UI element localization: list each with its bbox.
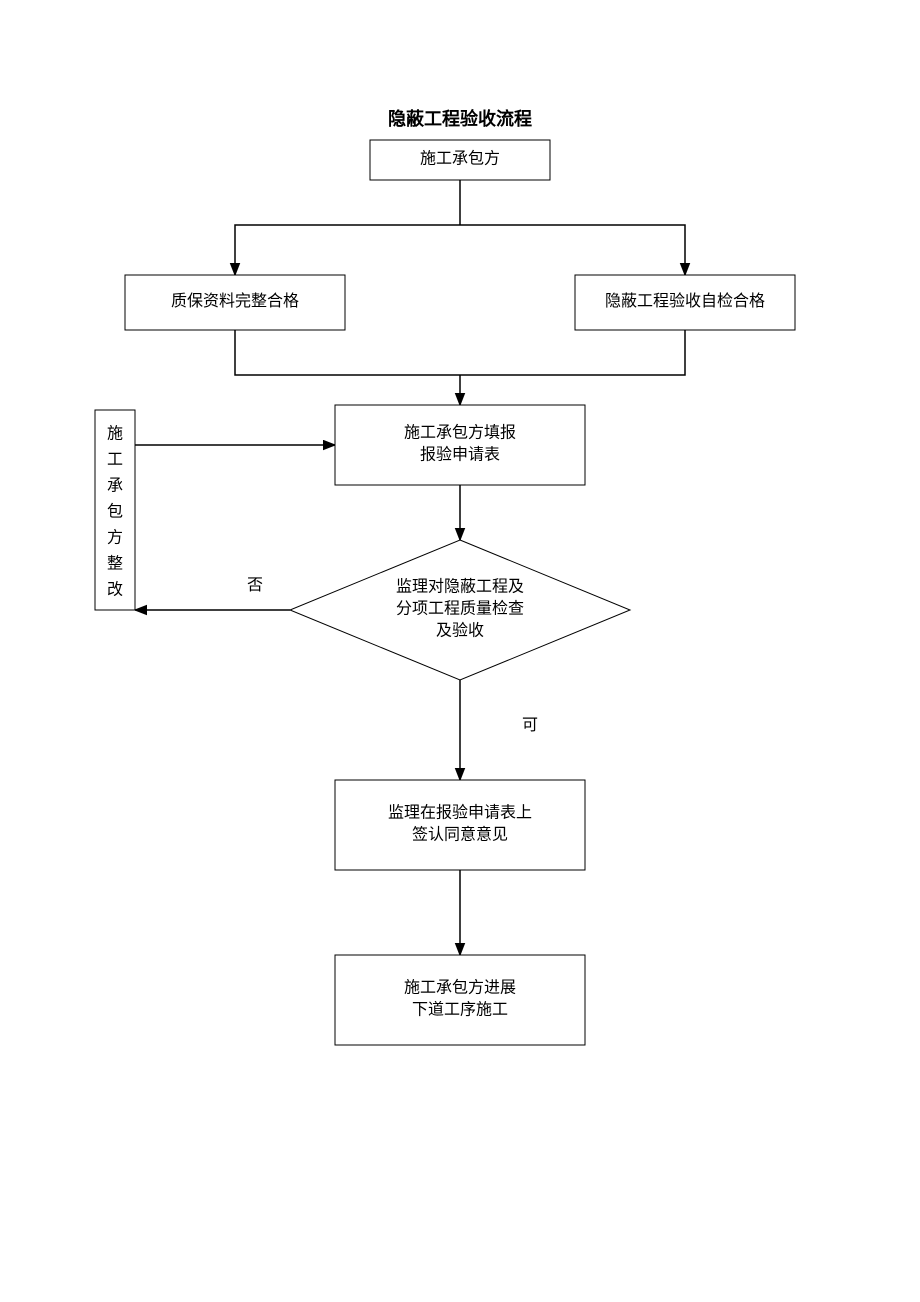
node-n5: 施工承包方整改 (95, 410, 135, 610)
flowchart-title: 隐蔽工程验收流程 (388, 108, 532, 129)
edge-label-e4_no: 否 (247, 577, 263, 594)
node-n4: 施工承包方填报报验申请表 (335, 405, 585, 485)
edge-e2b (460, 330, 685, 375)
flowchart-canvas: 隐蔽工程验收流程否可施工承包方质保资料完整合格隐蔽工程验收自检合格施工承包方填报… (0, 0, 920, 1302)
node-text-n8-0: 施工承包方进展 (404, 979, 516, 997)
node-text-n1-0: 施工承包方 (420, 150, 500, 168)
node-n6: 监理对隐蔽工程及分项工程质量检查及验收 (290, 540, 630, 680)
nodes-layer: 施工承包方质保资料完整合格隐蔽工程验收自检合格施工承包方填报报验申请表施工承包方… (95, 140, 795, 1045)
edge-e1b (460, 225, 685, 275)
node-text-n6-0: 监理对隐蔽工程及 (396, 578, 524, 596)
node-text-n6-2: 及验收 (436, 622, 484, 640)
node-text-n4-0: 施工承包方填报 (404, 424, 516, 442)
node-text-n5-2: 承 (107, 477, 123, 495)
node-text-n8-1: 下道工序施工 (412, 1001, 508, 1019)
node-n3: 隐蔽工程验收自检合格 (575, 275, 795, 330)
node-n8: 施工承包方进展下道工序施工 (335, 955, 585, 1045)
node-text-n7-0: 监理在报验申请表上 (388, 804, 532, 822)
node-text-n7-1: 签认同意意见 (412, 825, 508, 844)
edge-e1a (235, 225, 460, 275)
node-n2: 质保资料完整合格 (125, 275, 345, 330)
node-text-n4-1: 报验申请表 (420, 446, 500, 464)
node-text-n5-1: 工 (107, 452, 123, 469)
node-text-n2-0: 质保资料完整合格 (171, 292, 299, 310)
edge-label-e6_yes: 可 (522, 717, 538, 734)
node-text-n5-0: 施 (107, 425, 123, 443)
edge-e2a (235, 330, 460, 375)
node-text-n5-3: 包 (107, 503, 123, 521)
node-text-n5-6: 改 (107, 581, 123, 599)
node-text-n5-5: 整 (107, 555, 123, 573)
node-n1: 施工承包方 (370, 140, 550, 180)
node-text-n5-4: 方 (107, 529, 123, 547)
node-text-n3-0: 隐蔽工程验收自检合格 (605, 292, 765, 310)
node-n7: 监理在报验申请表上签认同意意见 (335, 780, 585, 870)
node-text-n6-1: 分项工程质量检查 (396, 600, 524, 618)
